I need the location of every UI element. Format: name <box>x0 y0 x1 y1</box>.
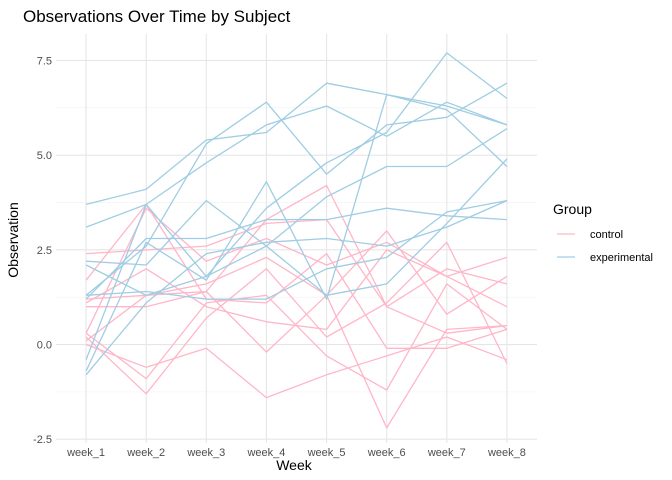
series-line-experimental-18 <box>85 200 508 376</box>
x-tick-labels: week_1 week_2 week_3 week_4 week_5 week_6 week… <box>66 447 526 459</box>
series-line-experimental-13 <box>85 82 508 296</box>
x-tick-label: week_1 <box>66 447 105 459</box>
chart-title: Observations Over Time by Subject <box>23 7 291 26</box>
series-line-control-7 <box>85 203 508 349</box>
series-line-experimental-16 <box>86 128 508 266</box>
x-tick-label: week_4 <box>246 447 285 459</box>
x-tick-label: week_3 <box>186 447 225 459</box>
y-tick-label: 0.0 <box>37 340 52 352</box>
legend-label-experimental: experimental <box>590 252 653 264</box>
x-tick-label: week_8 <box>487 447 526 459</box>
y-tick-label: 7.5 <box>37 56 52 68</box>
y-tick-label: 2.5 <box>37 245 52 257</box>
series-line-control-1 <box>85 241 508 395</box>
series-line-experimental-20 <box>85 158 508 296</box>
major-gridlines <box>56 34 537 443</box>
x-tick-label: week_5 <box>307 447 346 459</box>
series-line-control-9 <box>86 290 507 429</box>
series-line-control-8 <box>85 336 508 399</box>
legend-label-control: control <box>590 229 623 241</box>
y-tick-labels: -2.5 0.0 2.5 5.0 7.5 <box>33 56 52 447</box>
series-line-experimental-14 <box>85 93 508 372</box>
series-line-experimental-17 <box>85 207 507 300</box>
y-tick-label: -2.5 <box>33 434 52 446</box>
legend-title: Group <box>553 201 592 217</box>
series-line-experimental-12 <box>85 101 508 228</box>
series-line-experimental-11 <box>85 82 508 206</box>
x-tick-label: week_6 <box>367 447 406 459</box>
series-line-control-10 <box>85 283 508 391</box>
x-tick-label: week_7 <box>427 447 466 459</box>
x-axis-title: Week <box>276 457 313 473</box>
legend: Group control experimental <box>553 201 653 264</box>
x-tick-label: week_2 <box>126 447 165 459</box>
y-axis-title: Observation <box>5 202 21 277</box>
series-line-experimental-15 <box>85 52 508 360</box>
series-lines <box>85 52 508 429</box>
y-tick-label: 5.0 <box>37 150 52 162</box>
